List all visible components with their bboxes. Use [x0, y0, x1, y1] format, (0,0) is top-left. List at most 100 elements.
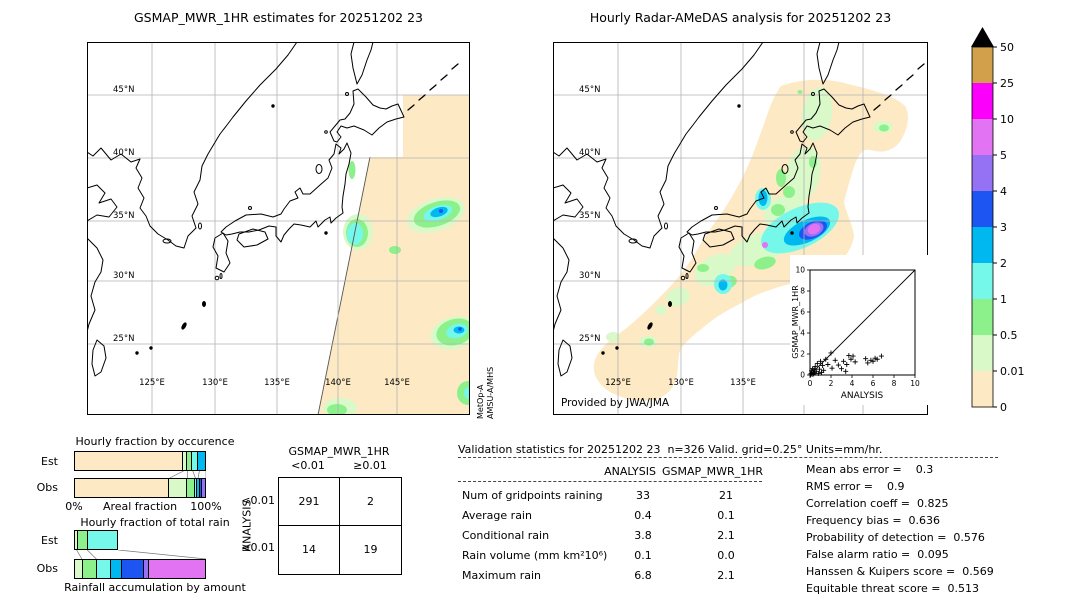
- occurrence-obs-label: Obs: [36, 481, 58, 494]
- one-to-one-line: [809, 269, 916, 376]
- inset-x-tick-label: 10: [910, 379, 920, 388]
- contingency-row-axis: ANALYSIS: [240, 499, 254, 552]
- bar-segment-paleGreen: [75, 560, 83, 578]
- bar-segment-paleGreen: [182, 452, 187, 470]
- totalrain-obs-bar: [74, 559, 206, 579]
- bar-segment-aqua: [97, 560, 112, 578]
- inset-y-tick-label: 6: [800, 308, 805, 317]
- summary-stat: Mean abs error = 0.3: [806, 463, 934, 476]
- inset-x-tick-label: 0: [808, 379, 813, 388]
- scatter-point: [863, 356, 869, 362]
- rain-area: [389, 246, 401, 254]
- occurrence-axis-min: 0%: [65, 500, 83, 513]
- inset-tick-labels: 0 2 4 6 8 10 0 2 4 6 8 10: [795, 266, 920, 389]
- inset-y-tick-label: 8: [800, 287, 805, 296]
- lat-label: 35°N: [579, 211, 601, 221]
- contingency-title: GSMAP_MWR_1HR: [288, 445, 390, 458]
- validation-row-label: Conditional rain: [462, 529, 550, 542]
- right-map-title: Hourly Radar-AMeDAS analysis for 2025120…: [589, 10, 892, 25]
- colorbar-segment: [972, 227, 993, 263]
- map-frame: [87, 42, 470, 415]
- rain-core: [762, 242, 768, 248]
- inset-x-tick-label: 2: [829, 379, 834, 388]
- colorbar-segment: [972, 299, 993, 335]
- left-map-plot: [86, 41, 479, 418]
- lat-label: 25°N: [113, 334, 135, 344]
- scatter-point: [841, 358, 847, 364]
- inset-y-tick-label: 2: [800, 350, 805, 359]
- connector-line: [86, 550, 97, 559]
- colorbar-cells: [972, 47, 993, 407]
- left-map-title: GSMAP_MWR_1HR estimates for 20251202 23: [134, 10, 423, 25]
- left-map: 125°E 130°E 135°E 140°E 145°E 45°N 40°N 35°N 30°…: [86, 41, 479, 418]
- contingency-cell: 2: [340, 478, 401, 526]
- rain-area: [776, 169, 786, 187]
- occurrence-obs-bar: [74, 478, 206, 498]
- lat-label: 45°N: [579, 85, 601, 95]
- totalrain-axis-label: Rainfall accumulation by amount: [64, 581, 246, 594]
- inset-x-tick-label: 4: [850, 379, 855, 388]
- bar-segment-aqua: [191, 452, 199, 470]
- bar-segment-blue: [199, 479, 203, 497]
- scatter-point: [839, 366, 844, 372]
- swath-edge-line: [317, 156, 371, 416]
- colorbar-segment: [972, 47, 993, 83]
- rain-area: [666, 287, 690, 307]
- validation-col-analysis: ANALYSIS: [604, 465, 656, 478]
- inset-yaxis-label: GSMAP_MWR_1HR: [791, 285, 800, 359]
- validation-value-analysis: 0.4: [634, 509, 652, 522]
- colorbar: 50 25 10 5 4 3 2 1 0.5 0.01 0: [971, 27, 1025, 414]
- contingency-cell: 291: [279, 478, 340, 526]
- scatter-point: [874, 356, 880, 362]
- bar-segment-purple: [202, 479, 205, 497]
- validation-value-analysis: 33: [636, 489, 650, 502]
- summary-stat: Equitable threat score = 0.513: [806, 582, 979, 595]
- rain-area: [754, 256, 776, 270]
- scatter-point: [814, 360, 820, 366]
- colorbar-tick-label: 10: [1000, 113, 1014, 126]
- credit-label: Provided by JWA/JMA: [561, 397, 670, 409]
- satellite-source-line1: MetOp-A: [476, 384, 485, 419]
- scatter-points: [808, 350, 884, 378]
- rain-core: [458, 327, 462, 331]
- bar-segment-paleGreen: [169, 479, 187, 497]
- bar-segment-blue: [121, 560, 144, 578]
- contingency-cell: 14: [279, 526, 340, 574]
- scatter-point: [850, 353, 856, 359]
- scatter-point: [828, 350, 834, 356]
- connector-line: [118, 550, 206, 559]
- bar-segment-deepCyan: [111, 560, 122, 578]
- validation-value-gsmap: 0.1: [717, 509, 735, 522]
- summary-stat: Frequency bias = 0.636: [806, 514, 941, 527]
- summary-stats: Mean abs error = 0.3 RMS error = 0.9 Corre…: [806, 461, 1076, 597]
- bar-segment-green: [82, 560, 98, 578]
- colorbar-segment: [972, 371, 993, 407]
- colorbar-tick-label: 1: [1000, 293, 1007, 306]
- occurrence-axis-label: Areal fraction: [102, 500, 178, 513]
- lon-label: 145°E: [384, 378, 410, 388]
- summary-stat: RMS error = 0.9: [806, 480, 905, 493]
- colorbar-segment: [972, 83, 993, 119]
- rain-area: [655, 305, 667, 315]
- summary-stat: Hanssen & Kuipers score = 0.569: [806, 565, 994, 578]
- occurrence-est-bar: [74, 451, 206, 471]
- totalrain-connectors: [76, 550, 206, 559]
- inset-x-tick-label: 8: [892, 379, 897, 388]
- colorbar-tick-label: 0.5: [1000, 329, 1018, 342]
- validation-rows: Num of gridpoints raining 33 21 Average rai…: [458, 486, 778, 586]
- validation-row-label: Rain volume (mm km²10⁶): [462, 549, 608, 562]
- contingency-col-header-ge: ≥0.01: [353, 459, 387, 472]
- contingency-cell: 19: [363, 543, 378, 556]
- validation-value-gsmap: 2.1: [717, 569, 735, 582]
- lat-label: 30°N: [579, 271, 601, 281]
- contingency-col-header-lt: <0.01: [291, 459, 325, 472]
- scatter-point: [825, 362, 831, 367]
- occurrence-axis-max: 100%: [190, 500, 222, 513]
- bar-segment-deepCyan: [197, 479, 200, 497]
- colorbar-frame: [971, 46, 994, 408]
- contingency-row-header-ge: ≥0.01: [241, 541, 275, 554]
- scatter-point: [846, 353, 852, 359]
- rain-area: [348, 161, 356, 179]
- bar-segment-aqua: [87, 531, 118, 549]
